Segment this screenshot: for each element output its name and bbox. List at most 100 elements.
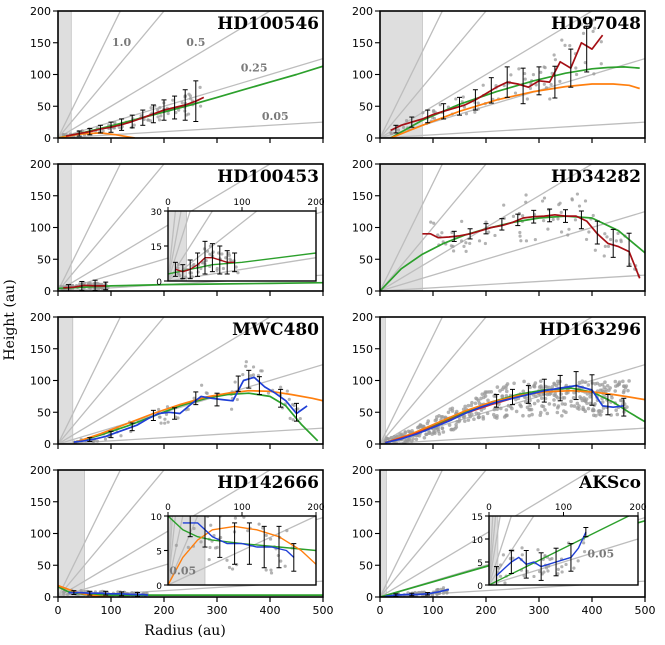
y-tick-label: 100 [352,69,373,82]
scatter-point [414,437,419,442]
errorbar [119,118,125,131]
scatter-point [528,385,532,390]
scatter-point [600,382,605,387]
scatter-point [546,569,550,573]
scatter-point [91,439,95,444]
scatter-point [598,413,603,417]
errorbar [172,407,178,420]
y-tick-label: 50 [359,406,373,419]
errorbar [150,409,156,422]
angle-line [380,164,487,291]
scatter-point [454,97,458,101]
scatter-point [441,591,446,595]
errorbar [172,95,178,120]
panel-title: MWC480 [232,320,319,340]
x-tick-label: 200 [307,503,324,513]
angle-line [168,516,184,585]
scatter-point [609,413,613,417]
errorbar [441,103,447,120]
panel-title: HD100546 [217,14,319,34]
scatter-point [184,275,188,279]
scatter-point [580,379,585,383]
angle-label: 0.05 [587,547,614,560]
angle-line [380,317,487,444]
scatter-point [401,125,406,130]
errorbar [488,77,494,104]
panel-hd100546: 1.0 0.5 0.25 0.05 0 50 100 150 200 HD100546 [30,5,324,145]
scatter-point [244,364,248,368]
y-tick-label: 200 [30,158,51,171]
scatter-point [205,249,210,253]
scatter-point [522,379,526,384]
scatter-point [573,218,578,222]
errorbar [232,522,238,565]
y-tick-label: 150 [352,190,373,203]
scatter-point [205,391,209,395]
scatter-point [473,401,478,406]
errorbar [103,590,109,596]
panel-hd34282: 0 50 100 150 200 HD34282 [352,158,646,298]
errorbar [87,437,93,442]
angle-line [380,427,645,444]
errorbar [515,213,521,227]
scatter-point [550,384,555,389]
y-tick-label: 50 [37,406,51,419]
scatter-point [553,58,558,62]
scatter-point [563,402,567,407]
scatter-point [462,244,466,248]
scatter-point [122,590,126,594]
scatter-point [208,545,212,550]
scatter-point [292,403,296,408]
scatter-point [460,219,464,223]
x-tick-label: 500 [313,604,334,617]
scatter-point [521,413,525,418]
angle-line [58,164,165,291]
scatter-point [547,385,551,390]
x-tick-label: 500 [635,604,656,617]
scatter-point [229,258,233,263]
y-tick-label: 10 [151,513,163,523]
scatter-point [619,239,623,244]
errorbar [195,252,201,277]
scatter-point [462,105,466,109]
scatter-point [389,131,393,135]
errorbar [108,430,114,439]
x-tick-label: 300 [207,604,228,617]
shaded-region [489,516,499,585]
scatter-point [82,281,87,285]
panel-title: HD163296 [539,320,641,340]
scatter-point [577,204,582,208]
scatter-point [473,110,477,114]
scatter-point [450,427,454,432]
x-tick-label: 400 [582,604,603,617]
errorbar [563,209,568,223]
scatter-point [288,416,292,420]
scatter-point [481,395,486,400]
scatter-point [536,399,540,403]
angle-line [58,470,165,597]
scatter-point [602,254,606,258]
scatter-point [524,239,529,243]
scatter-point [229,407,234,411]
scatter-point [511,556,515,560]
scatter-point [532,574,536,579]
scatter-point [424,432,428,437]
scatter-point [242,516,246,519]
scatter-point [524,200,528,204]
errorbar [278,388,284,408]
plot-area: 0.05 [489,516,638,585]
scatter-point [166,111,170,116]
scatter-point [627,379,631,383]
errorbar [594,220,600,245]
scatter-point [467,412,472,417]
errorbar [553,547,559,577]
scatter-point [591,29,595,33]
errorbar [261,525,267,569]
x-tick-label: 100 [423,604,444,617]
scatter-point [559,210,563,214]
scatter-point [157,415,161,419]
x-tick-label: 0 [486,503,492,513]
scatter-point [489,390,494,394]
scatter-point [552,53,556,57]
scatter-point [493,233,497,238]
